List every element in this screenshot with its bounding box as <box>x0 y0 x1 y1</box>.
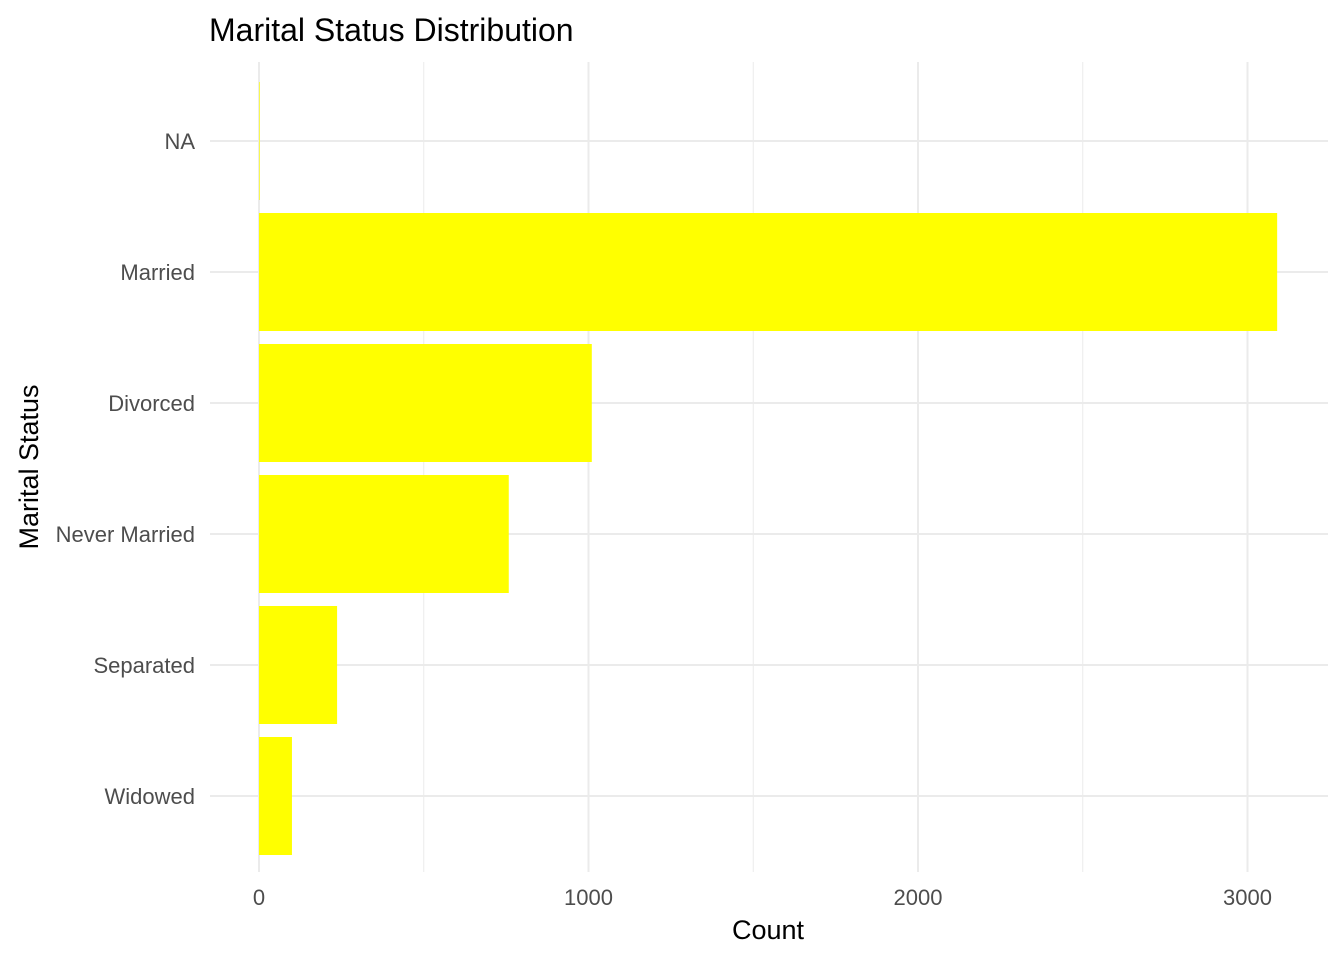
bar-widowed <box>259 737 292 855</box>
x-tick-label: 1000 <box>564 885 613 910</box>
y-tick-label: NA <box>164 129 195 154</box>
bar-divorced <box>259 344 592 462</box>
x-tick-label: 2000 <box>894 885 943 910</box>
x-axis-tick-labels: 0 1000 2000 3000 <box>253 885 1272 910</box>
bar-married <box>259 213 1278 331</box>
chart-title: Marital Status Distribution <box>209 12 574 48</box>
bars <box>259 82 1278 855</box>
x-tick-label: 0 <box>253 885 265 910</box>
y-tick-label: Never Married <box>56 522 195 547</box>
y-tick-label: Separated <box>93 653 195 678</box>
x-axis-title: Count <box>732 915 805 945</box>
y-tick-label: Married <box>120 260 195 285</box>
grid <box>210 62 1328 872</box>
y-tick-label: Widowed <box>105 784 195 809</box>
bar-na <box>259 82 260 200</box>
x-tick-label: 3000 <box>1223 885 1272 910</box>
y-tick-label: Divorced <box>108 391 195 416</box>
bar-never-married <box>259 475 509 593</box>
y-axis-title: Marital Status <box>14 384 44 549</box>
bar-separated <box>259 606 338 724</box>
y-axis-tick-labels: NA Married Divorced Never Married Separated W… <box>56 129 196 809</box>
